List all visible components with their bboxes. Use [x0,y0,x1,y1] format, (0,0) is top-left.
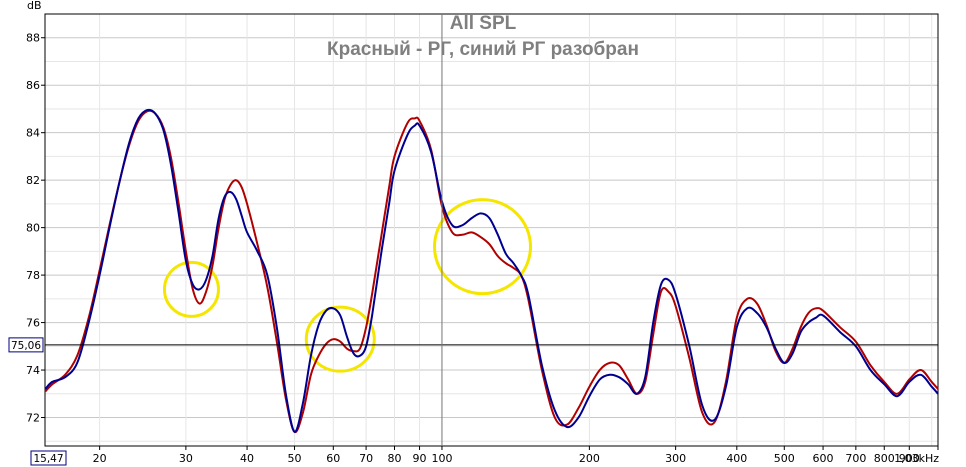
y-tick-label: 80 [26,222,40,235]
x-tick-label: 300 [665,452,686,465]
x-tick-label: 70 [359,452,373,465]
y-tick-label: 74 [26,364,40,377]
annotation-circle [162,260,220,318]
x-tick-label: 50 [288,452,302,465]
x-tick-label: 500 [774,452,795,465]
chart-subtitle: Красный - РГ, синий РГ разобран [327,39,639,60]
y-tick-label: 76 [26,317,40,330]
chart-title: All SPL [450,13,517,34]
x-tick-label: 400 [726,452,747,465]
x-tick-label: 600 [813,452,834,465]
axis-ticks: 72 74 76 78 80 82 84 86 88 20 30 40 50 60 70 80 90 100 200… [26,32,939,465]
x-tick-label: 90 [413,452,427,465]
cursor-y-value: 75,06 [11,340,41,352]
series-layer [44,108,939,434]
x-min-readout: 15,47 [30,450,67,466]
x-tick-label: 80 [387,452,401,465]
plot-frame [44,13,939,447]
grid [45,13,938,446]
annotation-circle [304,305,376,373]
series-line-red [44,109,939,434]
x-tick-label: 20 [93,452,107,465]
y-tick-label: 82 [26,174,40,187]
y-tick-label: 84 [26,127,40,140]
y-tick-label: 88 [26,32,40,45]
cursor-y-readout: 75,06 [8,337,44,353]
y-tick-label: 78 [26,269,40,282]
annotation-circle [432,198,532,296]
y-tick-label: 72 [26,412,40,425]
y-tick-label: 86 [26,79,40,92]
x-tick-label: 700 [845,452,866,465]
x-tick-label: 200 [579,452,600,465]
x-tick-label: 30 [179,452,193,465]
x-tick-label: 800 [874,452,895,465]
x-tick-label: 40 [240,452,254,465]
x-tick-label: 100 [431,452,452,465]
x-tick-label: 900 [899,452,920,465]
x-tick-label: 60 [326,452,340,465]
annotation-circles [162,198,532,373]
x-tick-label: 1,03kHz [894,452,939,465]
series-line-blue [44,108,939,433]
y-axis-label: dB [27,0,42,12]
x-min-value: 15,47 [33,453,63,465]
